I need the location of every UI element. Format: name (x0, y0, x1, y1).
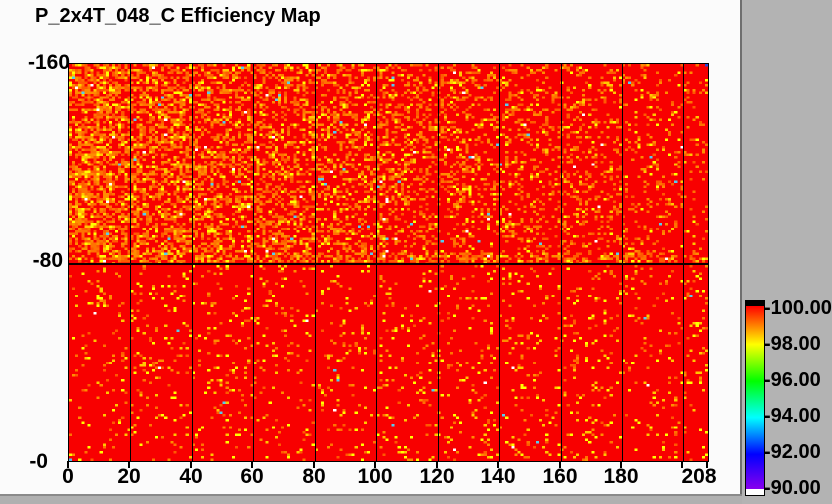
colorbar-underflow-cap (746, 489, 764, 495)
grid-line-vertical (253, 64, 254, 461)
x-axis-tick-label: 100 (357, 465, 393, 488)
x-axis-tick-mark (313, 461, 315, 468)
grid-line-vertical (499, 64, 500, 461)
colorbar-gradient (746, 306, 764, 489)
x-axis-tick-label: 208 (681, 465, 717, 488)
x-axis-tick-mark (706, 461, 708, 468)
efficiency-heatmap[interactable] (68, 63, 709, 462)
colorbar-tick-label: -94.00 (764, 405, 821, 427)
x-axis-tick-label: 80 (302, 465, 326, 488)
heatmap-canvas[interactable] (69, 64, 708, 461)
colorbar-tick-label: -92.00 (764, 441, 821, 463)
grid-line-vertical (622, 64, 623, 461)
x-axis-tick-label: 140 (480, 465, 516, 488)
x-axis-tick-mark (436, 461, 438, 468)
grid-line-horizontal (69, 263, 708, 265)
x-axis-tick-mark (559, 461, 561, 468)
y-axis-tick-label: -80 (32, 249, 63, 272)
page-title: P_2x4T_048_C Efficiency Map (35, 5, 321, 27)
x-axis-tick-mark (374, 461, 376, 468)
x-axis-tick-mark (620, 461, 622, 468)
x-axis-tick-label: 160 (542, 465, 578, 488)
y-axis-tick-label: -0 (29, 450, 48, 473)
window-right-border (740, 0, 742, 496)
x-axis-tick-label: 60 (240, 465, 264, 488)
x-axis-tick-label: 0 (62, 465, 74, 488)
y-axis-tick-label: -160 (27, 51, 70, 74)
colorbar-tick-label: -100.00 (764, 297, 832, 319)
grid-line-vertical (683, 64, 684, 461)
colorbar-tick-label: -98.00 (764, 333, 821, 355)
grid-line-vertical (438, 64, 439, 461)
grid-line-vertical (192, 64, 193, 461)
x-axis-tick-mark (128, 461, 130, 468)
colorbar-tick-label: -96.00 (764, 369, 821, 391)
x-axis-tick-label: 40 (179, 465, 203, 488)
window-bottom-strip (0, 496, 742, 504)
x-axis-tick-mark (190, 461, 192, 468)
x-axis-tick-mark (681, 461, 683, 468)
grid-line-vertical (130, 64, 131, 461)
x-axis-tick-label: 180 (603, 465, 639, 488)
grid-line-vertical (315, 64, 316, 461)
x-axis-tick-mark (497, 461, 499, 468)
grid-line-vertical (376, 64, 377, 461)
colorbar (745, 300, 765, 496)
colorbar-overflow-cap (746, 301, 764, 306)
x-axis-tick-label: 120 (419, 465, 455, 488)
grid-line-vertical (561, 64, 562, 461)
colorbar-tick-label: -90.00 (764, 477, 821, 499)
x-axis-tick-mark (67, 461, 69, 468)
x-axis-tick-label: 20 (117, 465, 141, 488)
x-axis-tick-mark (251, 461, 253, 468)
window-bottom-border (0, 494, 742, 496)
